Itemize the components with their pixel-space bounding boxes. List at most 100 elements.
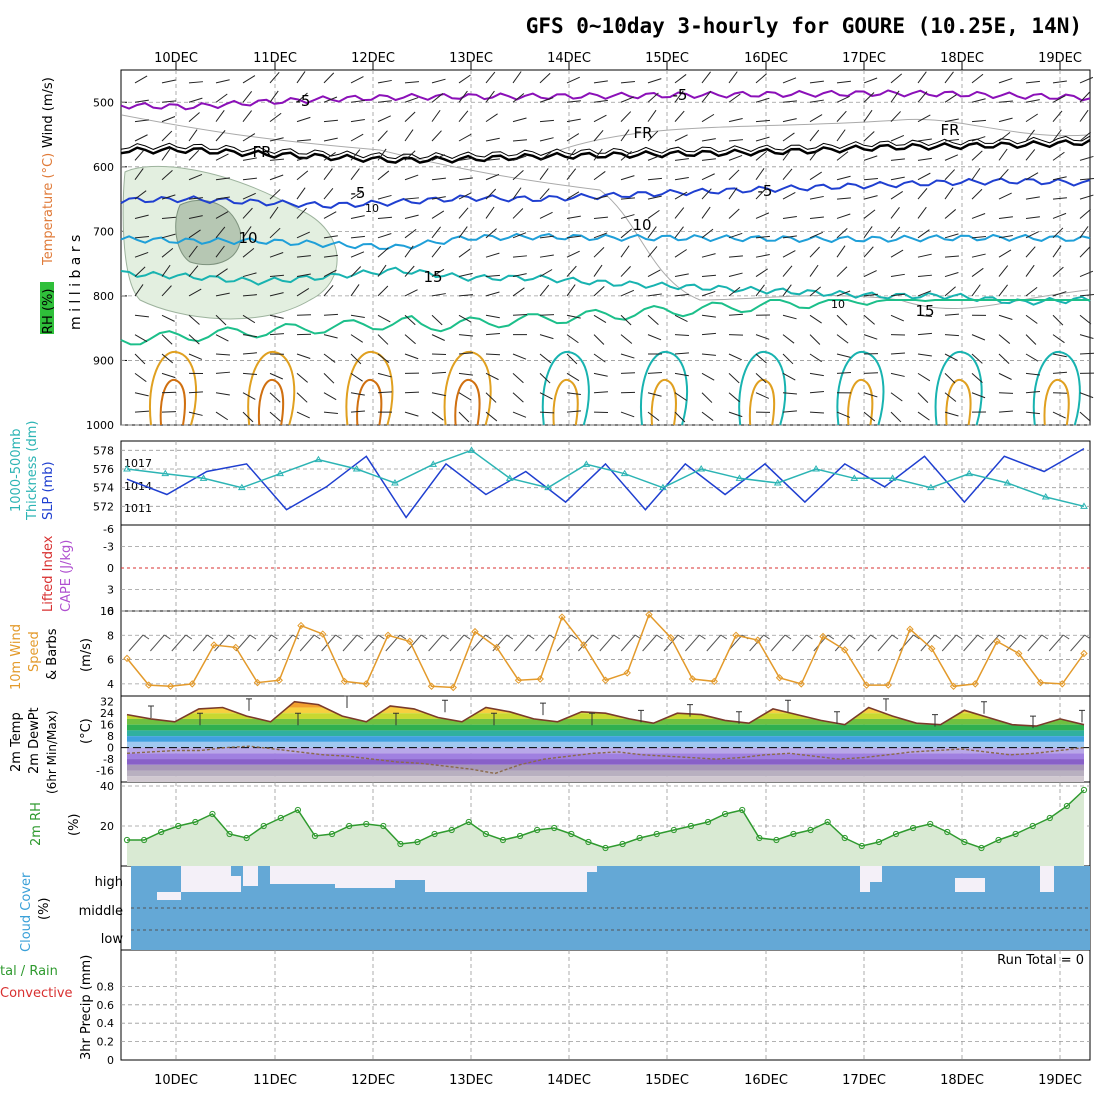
surface-loop-inner-1	[257, 378, 285, 426]
barb-12-10	[404, 314, 416, 326]
barb-14-32	[998, 353, 1010, 365]
barb-2-22	[728, 118, 743, 123]
barb-1-17	[593, 99, 608, 103]
left-labels: Temperature (°C) Wind (m/s) RH (%) m i l…	[0, 77, 123, 1060]
barb-13-19	[647, 334, 662, 341]
t2m-tick--16: -16	[96, 765, 114, 778]
barb-11-11	[431, 293, 446, 297]
minmax-marker-14	[834, 711, 840, 724]
barb-1-27	[863, 92, 875, 103]
barb-2-18	[620, 111, 632, 122]
barb-2-9	[377, 115, 391, 123]
barb-15-28	[890, 372, 905, 377]
barb-8-9	[377, 233, 392, 239]
barb-14-20	[674, 352, 689, 355]
barb-14-10	[404, 353, 419, 360]
barb-9-9	[377, 247, 389, 258]
barb-1-31	[971, 98, 986, 103]
barb-7-24	[782, 215, 797, 219]
rh2m-pt-2	[158, 828, 165, 836]
barb-6-7	[323, 187, 334, 200]
w10-barb-tick-27	[720, 634, 728, 640]
barb-14-7	[323, 353, 336, 363]
barb-1-16	[566, 100, 581, 103]
barb-7-14	[512, 208, 524, 219]
barb-15-22	[728, 372, 740, 384]
wind10-pt-37	[928, 644, 936, 653]
barb-9-21	[701, 253, 716, 258]
barb-12-19	[647, 314, 659, 326]
barb-7-1	[161, 216, 176, 219]
w10-barb-tick-21	[592, 634, 599, 640]
w10-barb-tick-39	[977, 634, 984, 640]
barb-17-22	[728, 411, 743, 418]
barb-15-4	[242, 372, 257, 376]
barb-12-18	[620, 314, 632, 326]
barb-16-22	[728, 392, 740, 403]
barb-10-11	[431, 268, 445, 277]
barb-11-16	[566, 284, 576, 297]
barb-5-24	[782, 168, 793, 181]
barb-12-2	[188, 314, 200, 325]
cloud-gap-9	[860, 866, 870, 892]
barb-1-30	[944, 94, 957, 103]
cloud-gap-0	[157, 892, 181, 900]
barb-13-16	[566, 334, 579, 344]
barb-9-12	[458, 248, 471, 258]
w10-barb-tick-37	[934, 634, 942, 640]
barb-8-19	[647, 226, 657, 239]
barb-0-35	[1079, 76, 1094, 84]
barb-3-19	[647, 130, 659, 142]
barb-12-11	[431, 314, 443, 326]
barb-10-28	[890, 273, 905, 278]
barb-16-32	[998, 392, 1014, 394]
barb-9-33	[1025, 246, 1036, 258]
barb-9-27	[863, 246, 874, 258]
barb-7-25	[809, 216, 824, 219]
w10-barb-7	[278, 634, 294, 652]
barb-3-2	[188, 129, 198, 142]
barb-10-27	[863, 270, 877, 277]
barb-15-26	[836, 371, 852, 374]
precip-tick-0.2: 0.2	[97, 1036, 115, 1049]
wind10-pt-41	[1015, 649, 1023, 658]
barb-6-24	[782, 192, 796, 200]
barb-12-1	[161, 314, 175, 322]
barb-11-7	[323, 284, 334, 297]
surface-loop-outer-7	[836, 350, 885, 426]
surface-loop-inner-8	[945, 378, 972, 426]
barb-6-13	[485, 188, 497, 200]
barb-2-4	[242, 110, 252, 122]
thickness-pt-22	[965, 469, 974, 477]
barb-5-2	[188, 173, 203, 181]
barb-3-9	[377, 130, 388, 142]
rh-contour-1	[121, 114, 1089, 310]
barb-4-21	[701, 158, 716, 161]
date-bottom-10DEC: 10DEC	[154, 1073, 198, 1088]
temp-band-20	[127, 713, 1084, 719]
barb-12-30	[944, 313, 959, 316]
barb-7-11	[431, 210, 445, 219]
w10-barb-27	[706, 634, 722, 652]
rh2m-line	[127, 789, 1085, 849]
barb-15-14	[512, 372, 524, 384]
barb-13-31	[971, 334, 986, 341]
surface-loop-inner-4	[552, 378, 579, 426]
temp-band-32	[127, 701, 1084, 702]
barb-0-11	[431, 78, 446, 84]
barb-17-10	[404, 411, 419, 417]
barb-7-26	[836, 213, 851, 219]
barb-0-5	[269, 72, 280, 84]
wind10-pt-17	[493, 643, 501, 652]
temp-band--12	[127, 759, 1084, 765]
barb-17-30	[944, 411, 959, 417]
w10-barb-tick-24	[656, 634, 663, 640]
barb-4-8	[350, 149, 361, 161]
barb-4-12	[458, 157, 473, 161]
thk-tick-576: 576	[93, 463, 114, 476]
barb-15-33	[1025, 372, 1040, 376]
barb-11-32	[998, 284, 1008, 297]
barb-13-34	[1052, 334, 1065, 344]
barb-9-17	[593, 247, 605, 258]
barb-15-23	[755, 372, 767, 384]
